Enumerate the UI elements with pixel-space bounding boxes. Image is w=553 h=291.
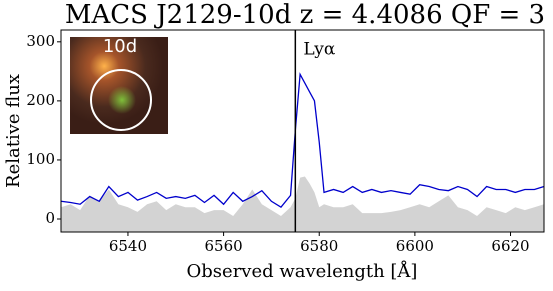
y-tick-label: 300 [26, 32, 55, 50]
y-tick-label: 200 [26, 91, 55, 109]
x-axis-label: Observed wavelength [Å] [187, 260, 418, 282]
x-tick-label: 6560 [205, 237, 243, 255]
inset-label: 10d [103, 36, 137, 57]
x-tick-label: 6600 [396, 237, 434, 255]
x-tick-label: 6620 [491, 237, 529, 255]
chart-title: MACS J2129-10d z = 4.4086 QF = 3 [65, 0, 545, 30]
flux-line [60, 72, 545, 209]
x-tick-label: 6580 [300, 237, 338, 255]
plot-area [60, 30, 545, 232]
axes-frame [60, 29, 545, 233]
noise-area [61, 176, 544, 232]
y-axis-label: Relative flux [3, 74, 24, 188]
x-tick-label: 6540 [109, 237, 147, 255]
y-tick-label: 0 [45, 209, 55, 227]
lya-label: Lyα [303, 40, 336, 60]
y-tick-label: 100 [26, 150, 55, 168]
inset-image: 10d [70, 36, 168, 134]
